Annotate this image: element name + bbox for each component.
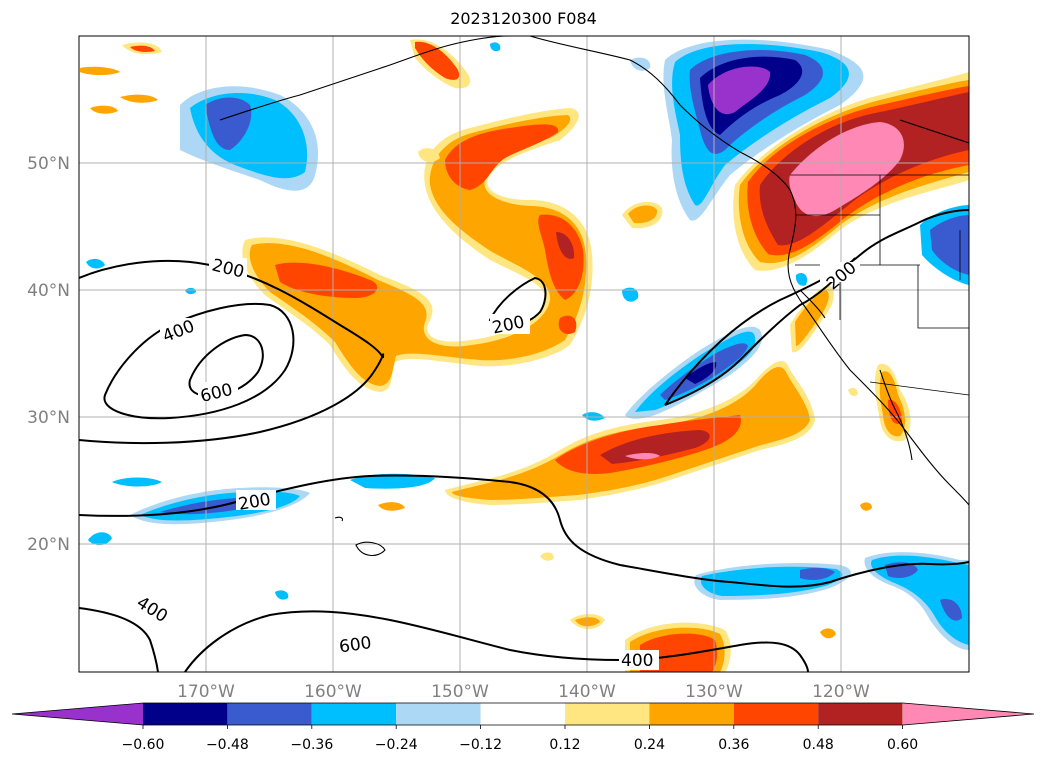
contour-label: 400 [621,651,653,671]
colorbar-min-extension [12,703,143,725]
colorbar-tick-label: −0.48 [206,737,249,753]
lat-label-30: 30°N [27,408,70,428]
map-title: 2023120300 F084 [450,9,597,28]
colorbar-segment [396,703,481,725]
colorbar-segment [143,703,228,725]
colorbar-segment [227,703,312,725]
anomaly-fill-layer [80,39,969,672]
coastlines [219,36,969,556]
graticule [79,36,969,672]
colorbar: −0.60 −0.48 −0.36 −0.24 −0.12 0.12 0.24 … [11,702,1035,753]
lon-label-120w: 120°W [812,682,870,702]
contour-label: 400 [133,593,171,627]
colorbar-tick-label: 0.60 [887,737,918,753]
colorbar-tick-label: 0.36 [718,737,749,753]
lon-label-160w: 160°W [304,682,362,702]
colorbar-max-extension [903,703,1034,725]
lat-label-40: 40°N [27,281,70,301]
colorbar-tick-label: 0.48 [803,737,834,753]
colorbar-tick-label: −0.36 [290,737,333,753]
colorbar-segment [565,703,650,725]
map-frame [78,35,970,673]
lon-label-170w: 170°W [177,682,235,702]
colorbar-segment [649,703,734,725]
colorbar-tick-label: 0.24 [634,737,665,753]
lon-label-130w: 130°W [685,682,743,702]
colorbar-segment [480,703,565,725]
longitude-labels: 170°W 160°W 150°W 140°W 130°W 120°W [177,682,870,702]
lon-label-150w: 150°W [431,682,489,702]
colorbar-tick-label: 0.12 [549,737,580,753]
colorbar-tick-label: −0.60 [122,737,165,753]
contour-label: 600 [338,633,373,657]
colorbar-segment [818,703,903,725]
political-borders [790,174,969,396]
lat-label-20: 20°N [27,535,70,555]
colorbar-segment [733,703,819,725]
colorbar-segment [311,703,397,725]
colorbar-tick-label: −0.24 [375,737,418,753]
colorbar-tick-label: −0.12 [459,737,502,753]
lon-label-140w: 140°W [558,682,616,702]
latitude-labels: 50°N 40°N 30°N 20°N [27,154,70,555]
lat-label-50: 50°N [27,154,70,174]
